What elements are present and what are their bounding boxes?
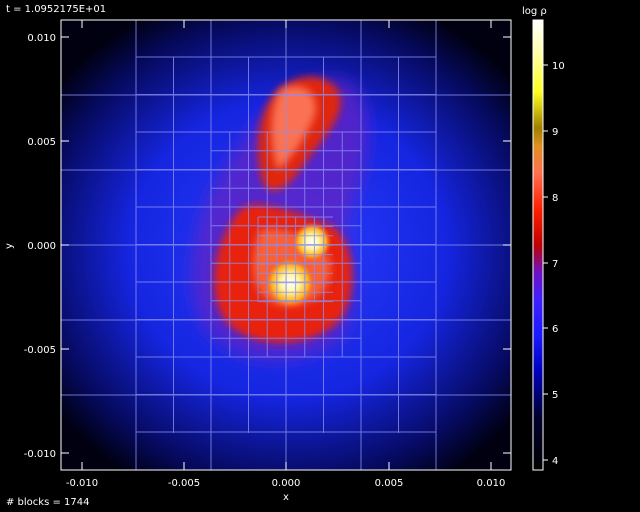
x-tick-label: 0.010	[477, 478, 506, 489]
colorbar-tick-label: 6	[552, 324, 558, 335]
y-tick-label: 0.000	[27, 241, 56, 252]
colorbar-tick-label: 8	[552, 193, 558, 204]
colorbar-gradient	[532, 19, 544, 471]
amr-grid	[61, 20, 511, 470]
colorbar-title: log ρ	[522, 6, 547, 17]
x-tick-label: -0.010	[66, 478, 98, 489]
time-label: t = 1.0952175E+01	[6, 4, 107, 15]
x-tick-label: 0.000	[272, 478, 301, 489]
y-tick-label: -0.005	[24, 345, 56, 356]
y-tick-label: 0.010	[27, 33, 56, 44]
colorbar-tick-label: 9	[552, 127, 558, 138]
colorbar-tick-label: 4	[552, 456, 558, 467]
y-tick-label: 0.005	[27, 137, 56, 148]
block-count-label: # blocks = 1744	[6, 497, 90, 508]
y-tick-labels: 0.010 0.005 0.000 -0.005 -0.010	[24, 33, 56, 460]
x-tick-label: 0.005	[375, 478, 404, 489]
y-tick-label: -0.010	[24, 449, 56, 460]
y-axis-label: y	[4, 243, 15, 249]
x-axis-label: x	[283, 492, 289, 503]
density-field	[61, 20, 511, 470]
companion-core	[292, 222, 332, 262]
colorbar-tick-label: 5	[552, 390, 558, 401]
colorbar: log ρ 10 9 8 7 6 5 4	[522, 6, 565, 471]
x-tick-label: -0.005	[168, 478, 200, 489]
colorbar-tick-label: 7	[552, 259, 558, 270]
axis-ticks	[61, 20, 511, 470]
x-tick-labels: -0.010 -0.005 0.000 0.005 0.010	[66, 478, 505, 489]
colorbar-tick-label: 10	[552, 61, 565, 72]
